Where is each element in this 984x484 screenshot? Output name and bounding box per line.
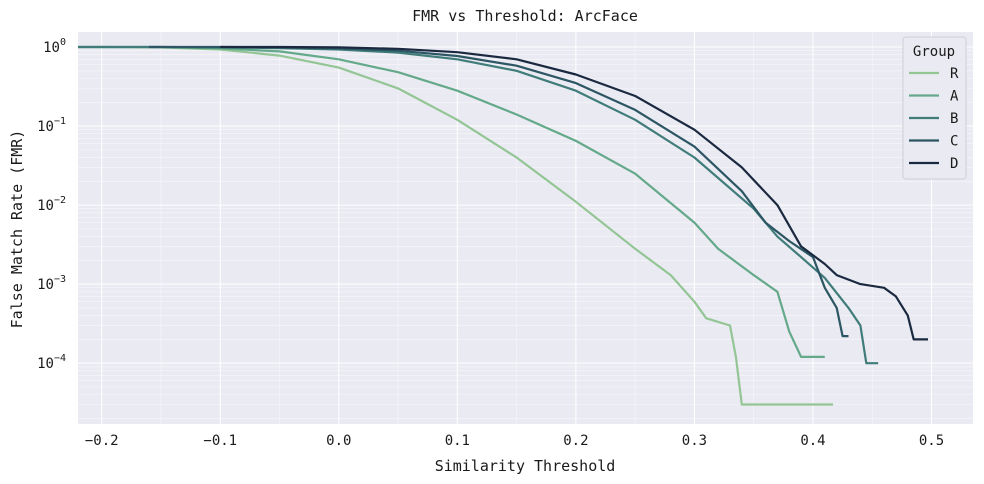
legend-label-B: B [950, 111, 958, 127]
y-tick-label: 10−1 [37, 116, 66, 135]
y-axis-label: False Match Rate (FMR) [8, 130, 26, 329]
x-tick-label: −0.2 [85, 433, 119, 449]
x-axis-label: Similarity Threshold [435, 457, 616, 475]
minor-gridlines [78, 32, 973, 424]
legend-label-D: D [950, 156, 958, 172]
series-line-D [220, 45, 928, 341]
series-line-A [78, 45, 825, 358]
major-gridlines [78, 32, 973, 424]
legend-label-R: R [950, 66, 959, 82]
x-tick-label: 0.0 [326, 433, 351, 449]
x-tick-label: 0.3 [682, 433, 707, 449]
plot-background [78, 32, 973, 424]
x-tick-labels: −0.2 −0.1 0.0 0.1 0.2 0.3 0.4 0.5 [85, 433, 944, 449]
y-tick-labels: 100 10−1 10−2 10−3 10−4 [37, 37, 66, 372]
legend-title: Group [913, 44, 955, 60]
x-tick-label: −0.1 [203, 433, 237, 449]
x-tick-label: 0.1 [445, 433, 470, 449]
x-tick-label: 0.5 [919, 433, 944, 449]
legend-label-C: C [950, 134, 958, 150]
y-tick-label: 10−4 [37, 353, 66, 372]
series-lines [78, 45, 928, 406]
y-tick-label: 10−2 [37, 195, 66, 214]
x-tick-label: 0.2 [563, 433, 588, 449]
legend-label-A: A [950, 89, 959, 105]
x-tick-label: 0.4 [800, 433, 825, 449]
chart-title: FMR vs Threshold: ArcFace [412, 7, 638, 25]
y-tick-label: 10−3 [37, 274, 66, 293]
y-tick-label: 100 [43, 37, 66, 56]
